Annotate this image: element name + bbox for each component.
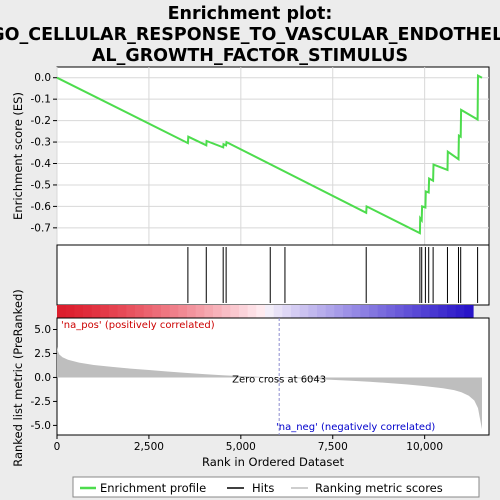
- es-y-axis-label: Enrichment score (ES): [11, 92, 25, 220]
- zero-cross-label: Zero cross at 6043: [232, 374, 326, 385]
- color-bar-segment: [152, 305, 161, 318]
- color-bar-segment: [412, 305, 421, 318]
- es-y-ticks: 0.0 -0.1 -0.2 -0.3 -0.4 -0.5 -0.6 -0.7: [31, 72, 58, 234]
- hits-panel: [57, 245, 489, 305]
- color-bar-segment: [161, 305, 170, 318]
- color-bar-segment: [464, 305, 473, 318]
- metric-y-ticks: 5.0 2.5 0.0 -2.5 -5.0: [31, 324, 58, 432]
- color-bar-segment: [265, 305, 274, 318]
- color-bar-segment: [256, 305, 265, 318]
- metric-y-tick-label: 5.0: [34, 324, 51, 336]
- color-bar-segment: [178, 305, 187, 318]
- es-y-tick-label: -0.1: [31, 94, 52, 106]
- metric-y-tick-label: -5.0: [31, 420, 52, 432]
- positive-correlation-label: 'na_pos' (positively correlated): [61, 320, 215, 331]
- chart-title-line-1: Enrichment plot:: [168, 4, 333, 24]
- color-bar-segment: [126, 305, 135, 318]
- negative-correlation-label: 'na_neg' (negatively correlated): [276, 422, 435, 433]
- color-bar-segment: [213, 305, 222, 318]
- es-y-tick-label: -0.7: [31, 222, 52, 234]
- color-bar-segment: [326, 305, 335, 318]
- color-bar-segment: [109, 305, 118, 318]
- metric-y-tick-label: -2.5: [31, 396, 52, 408]
- metric-y-tick-label: 2.5: [34, 348, 51, 360]
- ranking-color-bar: [57, 305, 474, 318]
- color-bar-segment: [230, 305, 239, 318]
- metric-y-axis-label: Ranked list metric (PreRanked): [11, 289, 25, 467]
- color-bar-segment: [343, 305, 352, 318]
- color-bar-segment: [317, 305, 326, 318]
- es-y-tick-label: -0.6: [31, 201, 52, 213]
- color-bar-segment: [144, 305, 153, 318]
- es-y-tick-label: -0.3: [31, 137, 52, 149]
- x-tick-label: 5,000: [226, 441, 256, 453]
- color-bar-segment: [118, 305, 127, 318]
- color-bar-segment: [135, 305, 144, 318]
- metric-y-tick-label: 0.0: [34, 372, 51, 384]
- color-bar-segment: [291, 305, 300, 318]
- color-bar-segment: [378, 305, 387, 318]
- x-tick-label: 7,500: [318, 441, 348, 453]
- color-bar-segment: [187, 305, 196, 318]
- color-bar-segment: [386, 305, 395, 318]
- color-bar-segment: [334, 305, 343, 318]
- color-bar-segment: [308, 305, 317, 318]
- color-bar-segment: [248, 305, 257, 318]
- metric-x-ticks: 0 2,500 5,000 7,500 10,000: [54, 435, 443, 453]
- chart-title-line-3: AL_GROWTH_FACTOR_STIMULUS: [92, 46, 408, 66]
- color-bar-segment: [430, 305, 439, 318]
- x-axis-label: Rank in Ordered Dataset: [202, 455, 345, 469]
- color-bar-segment: [74, 305, 83, 318]
- legend-ranking-label: Ranking metric scores: [315, 481, 443, 495]
- color-bar-segment: [360, 305, 369, 318]
- color-bar-segment: [204, 305, 213, 318]
- color-bar-segment: [83, 305, 92, 318]
- x-tick-label: 0: [54, 441, 61, 453]
- color-bar-segment: [352, 305, 361, 318]
- color-bar-segment: [222, 305, 231, 318]
- es-y-tick-label: -0.5: [31, 179, 52, 191]
- color-bar-segment: [421, 305, 430, 318]
- color-bar-segment: [300, 305, 309, 318]
- es-y-tick-label: -0.4: [31, 158, 52, 170]
- es-y-tick-label: -0.2: [31, 115, 52, 127]
- color-bar-segment: [274, 305, 283, 318]
- color-bar-segment: [196, 305, 205, 318]
- legend-enrichment-label: Enrichment profile: [100, 481, 206, 495]
- chart-title-line-2: GO_CELLULAR_RESPONSE_TO_VASCULAR_ENDOTHE…: [0, 25, 500, 45]
- x-tick-label: 10,000: [406, 441, 443, 453]
- color-bar-segment: [438, 305, 447, 318]
- color-bar-segment: [239, 305, 248, 318]
- color-bar-segment: [395, 305, 404, 318]
- color-bar-segment: [92, 305, 101, 318]
- color-bar-segment: [170, 305, 179, 318]
- color-bar-segment: [404, 305, 413, 318]
- color-bar-segment: [282, 305, 291, 318]
- color-bar-segment: [447, 305, 456, 318]
- color-bar-segment: [369, 305, 378, 318]
- es-y-tick-label: 0.0: [34, 72, 51, 84]
- x-tick-label: 2,500: [134, 441, 164, 453]
- color-bar-segment: [100, 305, 109, 318]
- color-bar-segment: [57, 305, 66, 318]
- color-bar-segment: [456, 305, 465, 318]
- legend-hits-label: Hits: [252, 481, 274, 495]
- color-bar-segment: [66, 305, 75, 318]
